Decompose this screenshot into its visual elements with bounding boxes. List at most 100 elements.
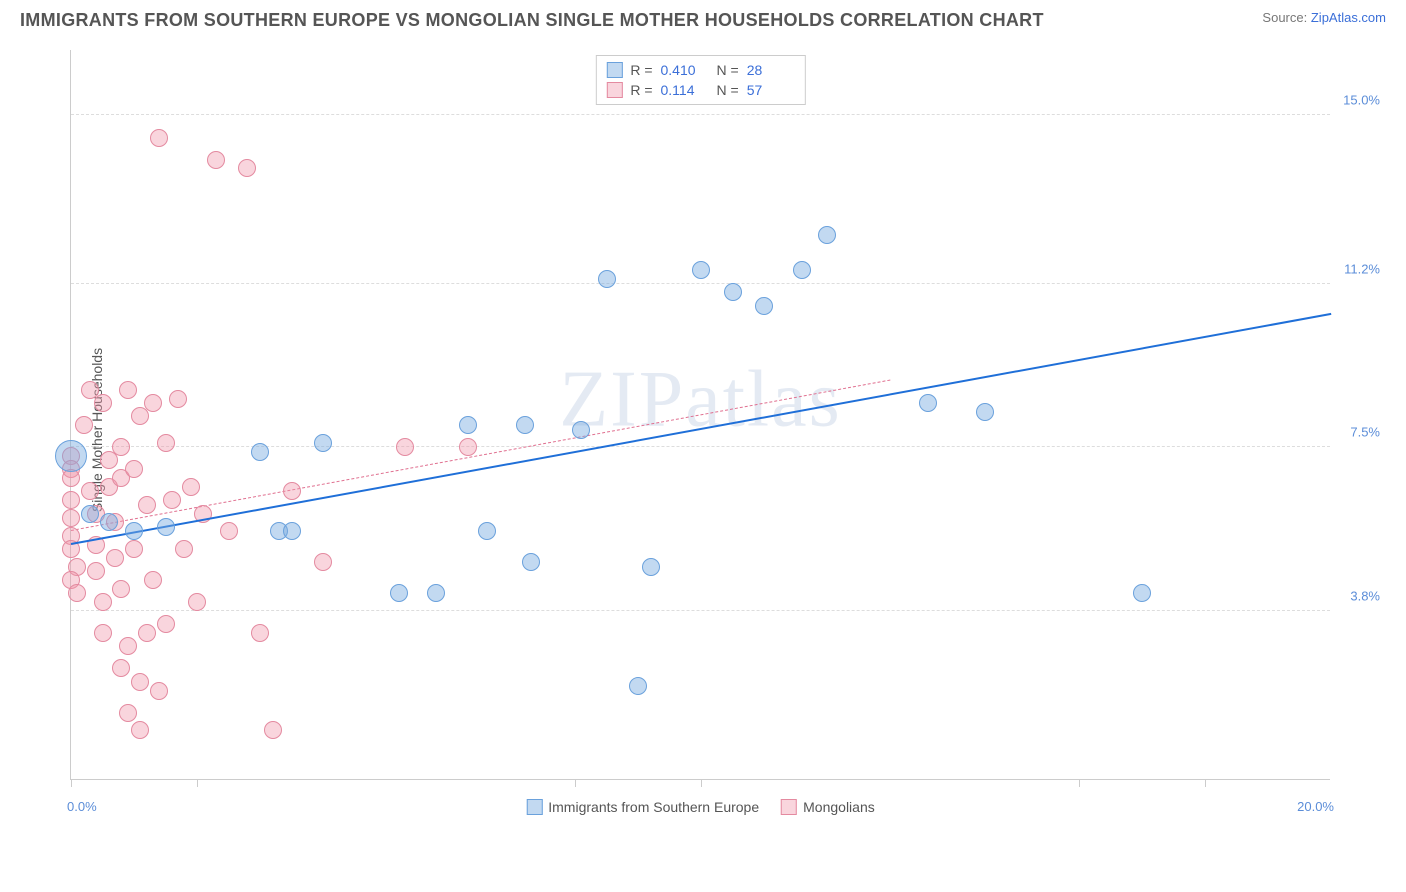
data-point-immigrants [1133,584,1151,602]
data-point-immigrants [818,226,836,244]
data-point-immigrants [976,403,994,421]
data-point-immigrants [427,584,445,602]
data-point-mongolians [220,522,238,540]
data-point-immigrants [642,558,660,576]
data-point-mongolians [283,482,301,500]
data-point-mongolians [138,496,156,514]
y-tick-label: 7.5% [1350,425,1380,440]
data-point-immigrants [629,677,647,695]
data-point-immigrants [459,416,477,434]
r-label: R = [630,62,652,78]
data-point-immigrants [755,297,773,315]
n-value-immigrants: 28 [747,62,795,78]
data-point-mongolians [138,624,156,642]
x-tick [71,779,72,787]
trend-line-immigrants [71,312,1331,544]
chart-container: Single Mother Households ZIPatlas R = 0.… [50,50,1370,810]
data-point-mongolians [188,593,206,611]
legend-label-mongolians: Mongolians [803,799,875,815]
data-point-mongolians [131,673,149,691]
data-point-mongolians [62,491,80,509]
data-point-mongolians [119,381,137,399]
swatch-immigrants [526,799,542,815]
n-label: N = [717,82,739,98]
data-point-mongolians [396,438,414,456]
data-point-mongolians [163,491,181,509]
data-point-immigrants [572,421,590,439]
data-point-immigrants [522,553,540,571]
n-label: N = [717,62,739,78]
source-prefix: Source: [1262,10,1307,25]
data-point-mongolians [182,478,200,496]
y-tick-label: 15.0% [1343,93,1380,108]
swatch-immigrants [606,62,622,78]
data-point-mongolians [144,571,162,589]
data-point-mongolians [144,394,162,412]
gridline [71,114,1330,115]
data-point-mongolians [175,540,193,558]
data-point-immigrants [55,440,87,472]
data-point-mongolians [459,438,477,456]
data-point-mongolians [106,549,124,567]
data-point-mongolians [94,624,112,642]
y-tick-label: 3.8% [1350,588,1380,603]
x-tick [701,779,702,787]
r-value-mongolians: 0.114 [661,82,709,98]
data-point-mongolians [251,624,269,642]
data-point-mongolians [119,637,137,655]
data-point-mongolians [112,659,130,677]
legend-row-mongolians: R = 0.114 N = 57 [606,80,794,100]
r-label: R = [630,82,652,98]
data-point-mongolians [119,704,137,722]
source-attribution: Source: ZipAtlas.com [1262,10,1386,25]
data-point-mongolians [157,434,175,452]
data-point-mongolians [94,593,112,611]
x-tick [1079,779,1080,787]
data-point-immigrants [516,416,534,434]
data-point-immigrants [692,261,710,279]
data-point-mongolians [112,438,130,456]
data-point-mongolians [157,615,175,633]
data-point-immigrants [157,518,175,536]
data-point-immigrants [125,522,143,540]
legend-label-immigrants: Immigrants from Southern Europe [548,799,759,815]
legend-row-immigrants: R = 0.410 N = 28 [606,60,794,80]
data-point-immigrants [100,513,118,531]
data-point-mongolians [62,509,80,527]
data-point-immigrants [919,394,937,412]
data-point-immigrants [598,270,616,288]
x-axis-start-label: 0.0% [67,799,97,814]
gridline [71,283,1330,284]
data-point-mongolians [169,390,187,408]
n-value-mongolians: 57 [747,82,795,98]
data-point-immigrants [81,505,99,523]
data-point-mongolians [125,460,143,478]
y-tick-label: 11.2% [1344,261,1380,276]
data-point-immigrants [251,443,269,461]
swatch-mongolians [606,82,622,98]
x-tick [575,779,576,787]
legend-item-immigrants: Immigrants from Southern Europe [526,799,759,815]
data-point-mongolians [207,151,225,169]
data-point-immigrants [314,434,332,452]
data-point-mongolians [94,394,112,412]
legend-item-mongolians: Mongolians [781,799,875,815]
gridline [71,610,1330,611]
swatch-mongolians [781,799,797,815]
r-value-immigrants: 0.410 [661,62,709,78]
data-point-immigrants [390,584,408,602]
data-point-mongolians [314,553,332,571]
data-point-mongolians [150,682,168,700]
x-axis-end-label: 20.0% [1297,799,1334,814]
data-point-immigrants [724,283,742,301]
source-link[interactable]: ZipAtlas.com [1311,10,1386,25]
data-point-immigrants [478,522,496,540]
data-point-mongolians [150,129,168,147]
data-point-mongolians [125,540,143,558]
plot-area: ZIPatlas R = 0.410 N = 28 R = 0.114 N = … [70,50,1330,780]
correlation-legend: R = 0.410 N = 28 R = 0.114 N = 57 [595,55,805,105]
data-point-mongolians [75,416,93,434]
data-point-mongolians [264,721,282,739]
chart-title: IMMIGRANTS FROM SOUTHERN EUROPE VS MONGO… [20,10,1044,31]
data-point-mongolians [68,584,86,602]
